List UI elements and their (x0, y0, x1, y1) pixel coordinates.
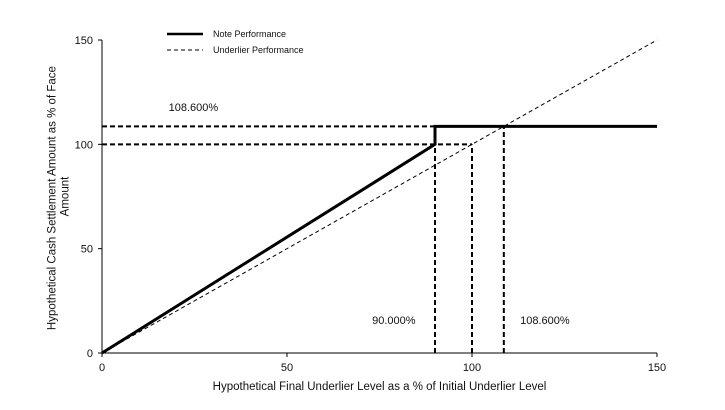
legend: Note Performance Underlier Performance (167, 29, 304, 55)
reference-lines (102, 125, 505, 353)
y-axis-title: Hypothetical Cash Settlement Amount as %… (46, 63, 71, 330)
note-performance-line (101, 124, 657, 355)
x-tick-label: 100 (463, 362, 481, 374)
annotation-label: 108.600% (169, 102, 219, 114)
y-tick-label: 100 (75, 139, 93, 151)
y-tick-label: 150 (75, 35, 93, 47)
annotations: 108.600% 90.000% 108.600% (169, 102, 570, 327)
axes (101, 40, 657, 354)
x-tick-label: 50 (281, 362, 293, 374)
ticks: 0 50 100 150 0 50 100 150 (75, 35, 667, 374)
annotation-label: 90.000% (372, 315, 416, 327)
x-axis-title: Hypothetical Final Underlier Level as a … (213, 381, 547, 393)
y-tick-label: 50 (81, 244, 93, 256)
y-axis-title-line-2: Amount (60, 176, 72, 216)
annotation-label: 108.600% (520, 315, 570, 327)
series-lines (101, 39, 658, 355)
legend-label: Underlier Performance (213, 45, 304, 55)
x-tick-label: 150 (648, 362, 666, 374)
y-tick-label: 0 (87, 348, 93, 360)
x-tick-label: 0 (99, 362, 105, 374)
legend-label: Note Performance (213, 29, 286, 39)
underlier-performance-line (101, 39, 658, 354)
y-axis-title-line-1: Hypothetical Cash Settlement Amount as %… (46, 66, 58, 330)
